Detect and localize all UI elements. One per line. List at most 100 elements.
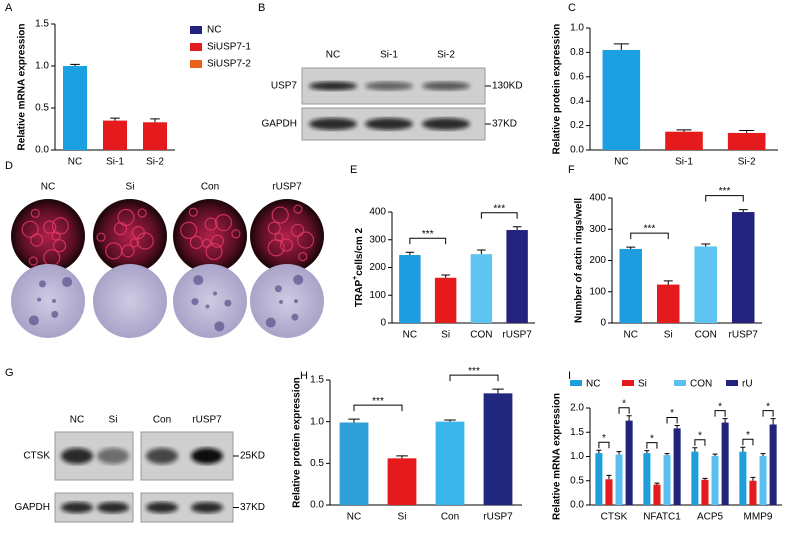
- error-bar: [616, 451, 622, 455]
- significance-label: *: [622, 398, 626, 409]
- y-tick-label: 200: [369, 262, 386, 273]
- error-bar: [692, 447, 698, 452]
- panel-label: A: [5, 2, 13, 14]
- y-tick-label: 0.6: [570, 71, 584, 82]
- blot-size-label: 130KD: [492, 81, 523, 92]
- y-tick-label: 0.5: [35, 103, 49, 114]
- trap-cell: [224, 299, 232, 307]
- y-tick-label: 0.0: [570, 500, 584, 511]
- stain-image: [173, 199, 247, 273]
- x-tick-label: Con: [441, 512, 459, 523]
- stain-cell: [180, 221, 198, 239]
- y-tick-label: 1.5: [35, 19, 49, 30]
- blot-band: [146, 448, 178, 464]
- panel-label: B: [258, 2, 265, 14]
- trap-cell: [38, 280, 46, 288]
- blot-row-label: GAPDH: [261, 119, 297, 130]
- significance-bracket: [353, 404, 403, 412]
- bar: [732, 212, 755, 323]
- error-bar: [739, 129, 755, 133]
- stain-cell: [274, 232, 284, 242]
- significance-bracket: [618, 407, 630, 414]
- stain-cell: [271, 206, 289, 224]
- blot-band: [309, 118, 357, 130]
- blot-lane-label: Si-2: [437, 50, 455, 61]
- significance-label: *: [698, 430, 702, 441]
- significance-label: *: [766, 401, 770, 412]
- panel-label: H: [300, 370, 308, 382]
- x-tick-label: NC: [624, 330, 638, 341]
- y-tick-label: 0.5: [310, 458, 324, 469]
- trap-cell: [191, 298, 199, 306]
- significance-label: *: [650, 433, 654, 444]
- stain-cell: [52, 239, 67, 253]
- stain-image: [11, 199, 85, 273]
- y-tick-label: 1.0: [310, 416, 324, 427]
- blot-size-label: 25KD: [240, 451, 265, 462]
- trap-cell: [274, 285, 282, 293]
- error-bar: [405, 251, 415, 256]
- y-tick-label: 0: [380, 318, 386, 329]
- bar: [143, 122, 167, 150]
- y-axis-label-part: +: [352, 276, 359, 280]
- legend-label: NC: [586, 379, 600, 390]
- error-bar: [492, 388, 504, 394]
- panel-label: I: [568, 370, 571, 382]
- panel-label: C: [568, 2, 576, 14]
- legend-swatch: [726, 380, 738, 386]
- blot-band: [365, 118, 413, 130]
- y-tick-label: 300: [589, 224, 606, 235]
- y-axis-label: Number of actin rings/well: [574, 198, 585, 323]
- legend-swatch: [622, 380, 634, 386]
- legend-label: CON: [690, 379, 712, 390]
- significance-label: ***: [719, 186, 731, 197]
- bar: [711, 456, 719, 505]
- trap-image: [173, 264, 247, 338]
- stain-cell: [28, 256, 38, 266]
- y-tick-label: 1.5: [310, 375, 324, 386]
- legend-swatch: [190, 60, 202, 68]
- error-bar: [644, 450, 650, 454]
- y-tick-label: 2.0: [570, 403, 584, 414]
- blot-band: [191, 448, 223, 464]
- legend-swatch: [674, 380, 686, 386]
- error-bar: [760, 453, 766, 457]
- significance-label: *: [746, 430, 750, 441]
- stain-cell: [205, 242, 223, 261]
- stain-cell: [231, 229, 241, 239]
- error-bar: [477, 249, 486, 255]
- x-tick-label: Si-1: [106, 157, 124, 168]
- x-tick-label: Si-2: [738, 157, 756, 168]
- trap-image: [93, 264, 167, 338]
- x-tick-label: rUSP7: [483, 512, 513, 523]
- x-tick-label: rUSP7: [502, 330, 532, 341]
- blot-size-label: 37KD: [240, 502, 265, 513]
- stain-cell: [129, 238, 139, 248]
- y-axis-label-part: cells/cm 2: [354, 227, 365, 275]
- error-bar: [606, 474, 612, 480]
- significance-label: ***: [372, 396, 384, 407]
- stain-cell: [105, 242, 123, 260]
- blot-band: [146, 502, 178, 513]
- stain-cell: [21, 220, 39, 238]
- blot-band: [191, 502, 223, 513]
- x-tick-label: NC: [347, 512, 361, 523]
- significance-bracket: [694, 439, 706, 446]
- panel-label: D: [5, 160, 13, 172]
- trap-cell: [193, 275, 204, 286]
- legend-label: NC: [207, 25, 221, 36]
- bar: [595, 453, 603, 505]
- stain-cell: [296, 231, 315, 249]
- error-bar: [441, 274, 450, 278]
- stain-cell: [30, 208, 40, 218]
- stain-cell: [267, 239, 285, 257]
- blot-row-label: USP7: [271, 81, 298, 92]
- stain-cell: [204, 217, 218, 231]
- significance-bracket: [714, 410, 726, 417]
- blot-row-label: GAPDH: [14, 502, 50, 513]
- bar: [619, 248, 642, 323]
- error-bar: [663, 280, 673, 285]
- blot-band: [61, 502, 93, 513]
- y-tick-label: 100: [369, 290, 386, 301]
- significance-label: ***: [468, 366, 480, 377]
